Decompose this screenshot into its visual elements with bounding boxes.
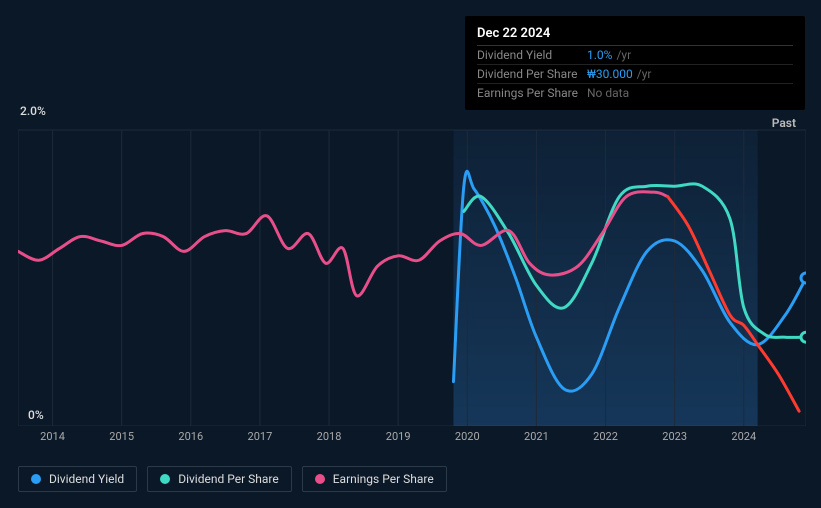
chart-container: Dec 22 2024 Dividend Yield1.0%/yrDividen… — [0, 0, 821, 508]
tooltip-row: Dividend Yield1.0% /yr — [477, 46, 793, 65]
x-tick: 2019 — [386, 430, 411, 443]
tooltip-value: ₩30.000 — [587, 67, 633, 81]
legend-item[interactable]: Earnings Per Share — [302, 466, 447, 492]
tooltip-label: Earnings Per Share — [477, 86, 587, 100]
tooltip-value: No data — [587, 86, 629, 100]
x-tick: 2015 — [109, 430, 134, 443]
past-label: Past — [772, 116, 796, 130]
x-tick: 2020 — [455, 430, 480, 443]
chart-area: 2.0% 0% Past — [18, 110, 806, 426]
tooltip-row: Earnings Per ShareNo data — [477, 84, 793, 102]
legend-dot-icon — [31, 474, 41, 484]
x-tick: 2021 — [524, 430, 549, 443]
chart-tooltip: Dec 22 2024 Dividend Yield1.0%/yrDividen… — [465, 16, 805, 110]
tooltip-rows: Dividend Yield1.0%/yrDividend Per Share₩… — [477, 46, 793, 102]
y-min-label: 0% — [28, 408, 44, 422]
legend-dot-icon — [160, 474, 170, 484]
tooltip-label: Dividend Yield — [477, 48, 587, 62]
tooltip-unit: /yr — [616, 48, 631, 62]
legend-item[interactable]: Dividend Yield — [18, 466, 137, 492]
tooltip-row: Dividend Per Share₩30.000/yr — [477, 65, 793, 84]
legend-label: Earnings Per Share — [333, 472, 434, 486]
chart-svg[interactable] — [18, 110, 806, 426]
x-axis: 2014 2015 2016 2017 2018 2019 2020 2021 2022 2023… — [18, 430, 806, 450]
legend: Dividend Yield Dividend Per Share Earnings… — [18, 466, 447, 492]
x-tick: 2022 — [593, 430, 618, 443]
legend-dot-icon — [315, 474, 325, 484]
tooltip-value: 1.0% — [587, 48, 612, 62]
y-max-label: 2.0% — [20, 104, 46, 118]
x-tick: 2016 — [178, 430, 203, 443]
x-tick: 2018 — [317, 430, 342, 443]
x-tick: 2014 — [40, 430, 65, 443]
legend-label: Dividend Per Share — [178, 472, 279, 486]
x-tick: 2024 — [731, 430, 756, 443]
tooltip-unit: /yr — [637, 67, 652, 81]
x-tick: 2023 — [662, 430, 687, 443]
legend-label: Dividend Yield — [49, 472, 124, 486]
tooltip-label: Dividend Per Share — [477, 67, 587, 81]
legend-item[interactable]: Dividend Per Share — [147, 466, 292, 492]
x-tick: 2017 — [248, 430, 273, 443]
tooltip-date: Dec 22 2024 — [477, 24, 793, 46]
